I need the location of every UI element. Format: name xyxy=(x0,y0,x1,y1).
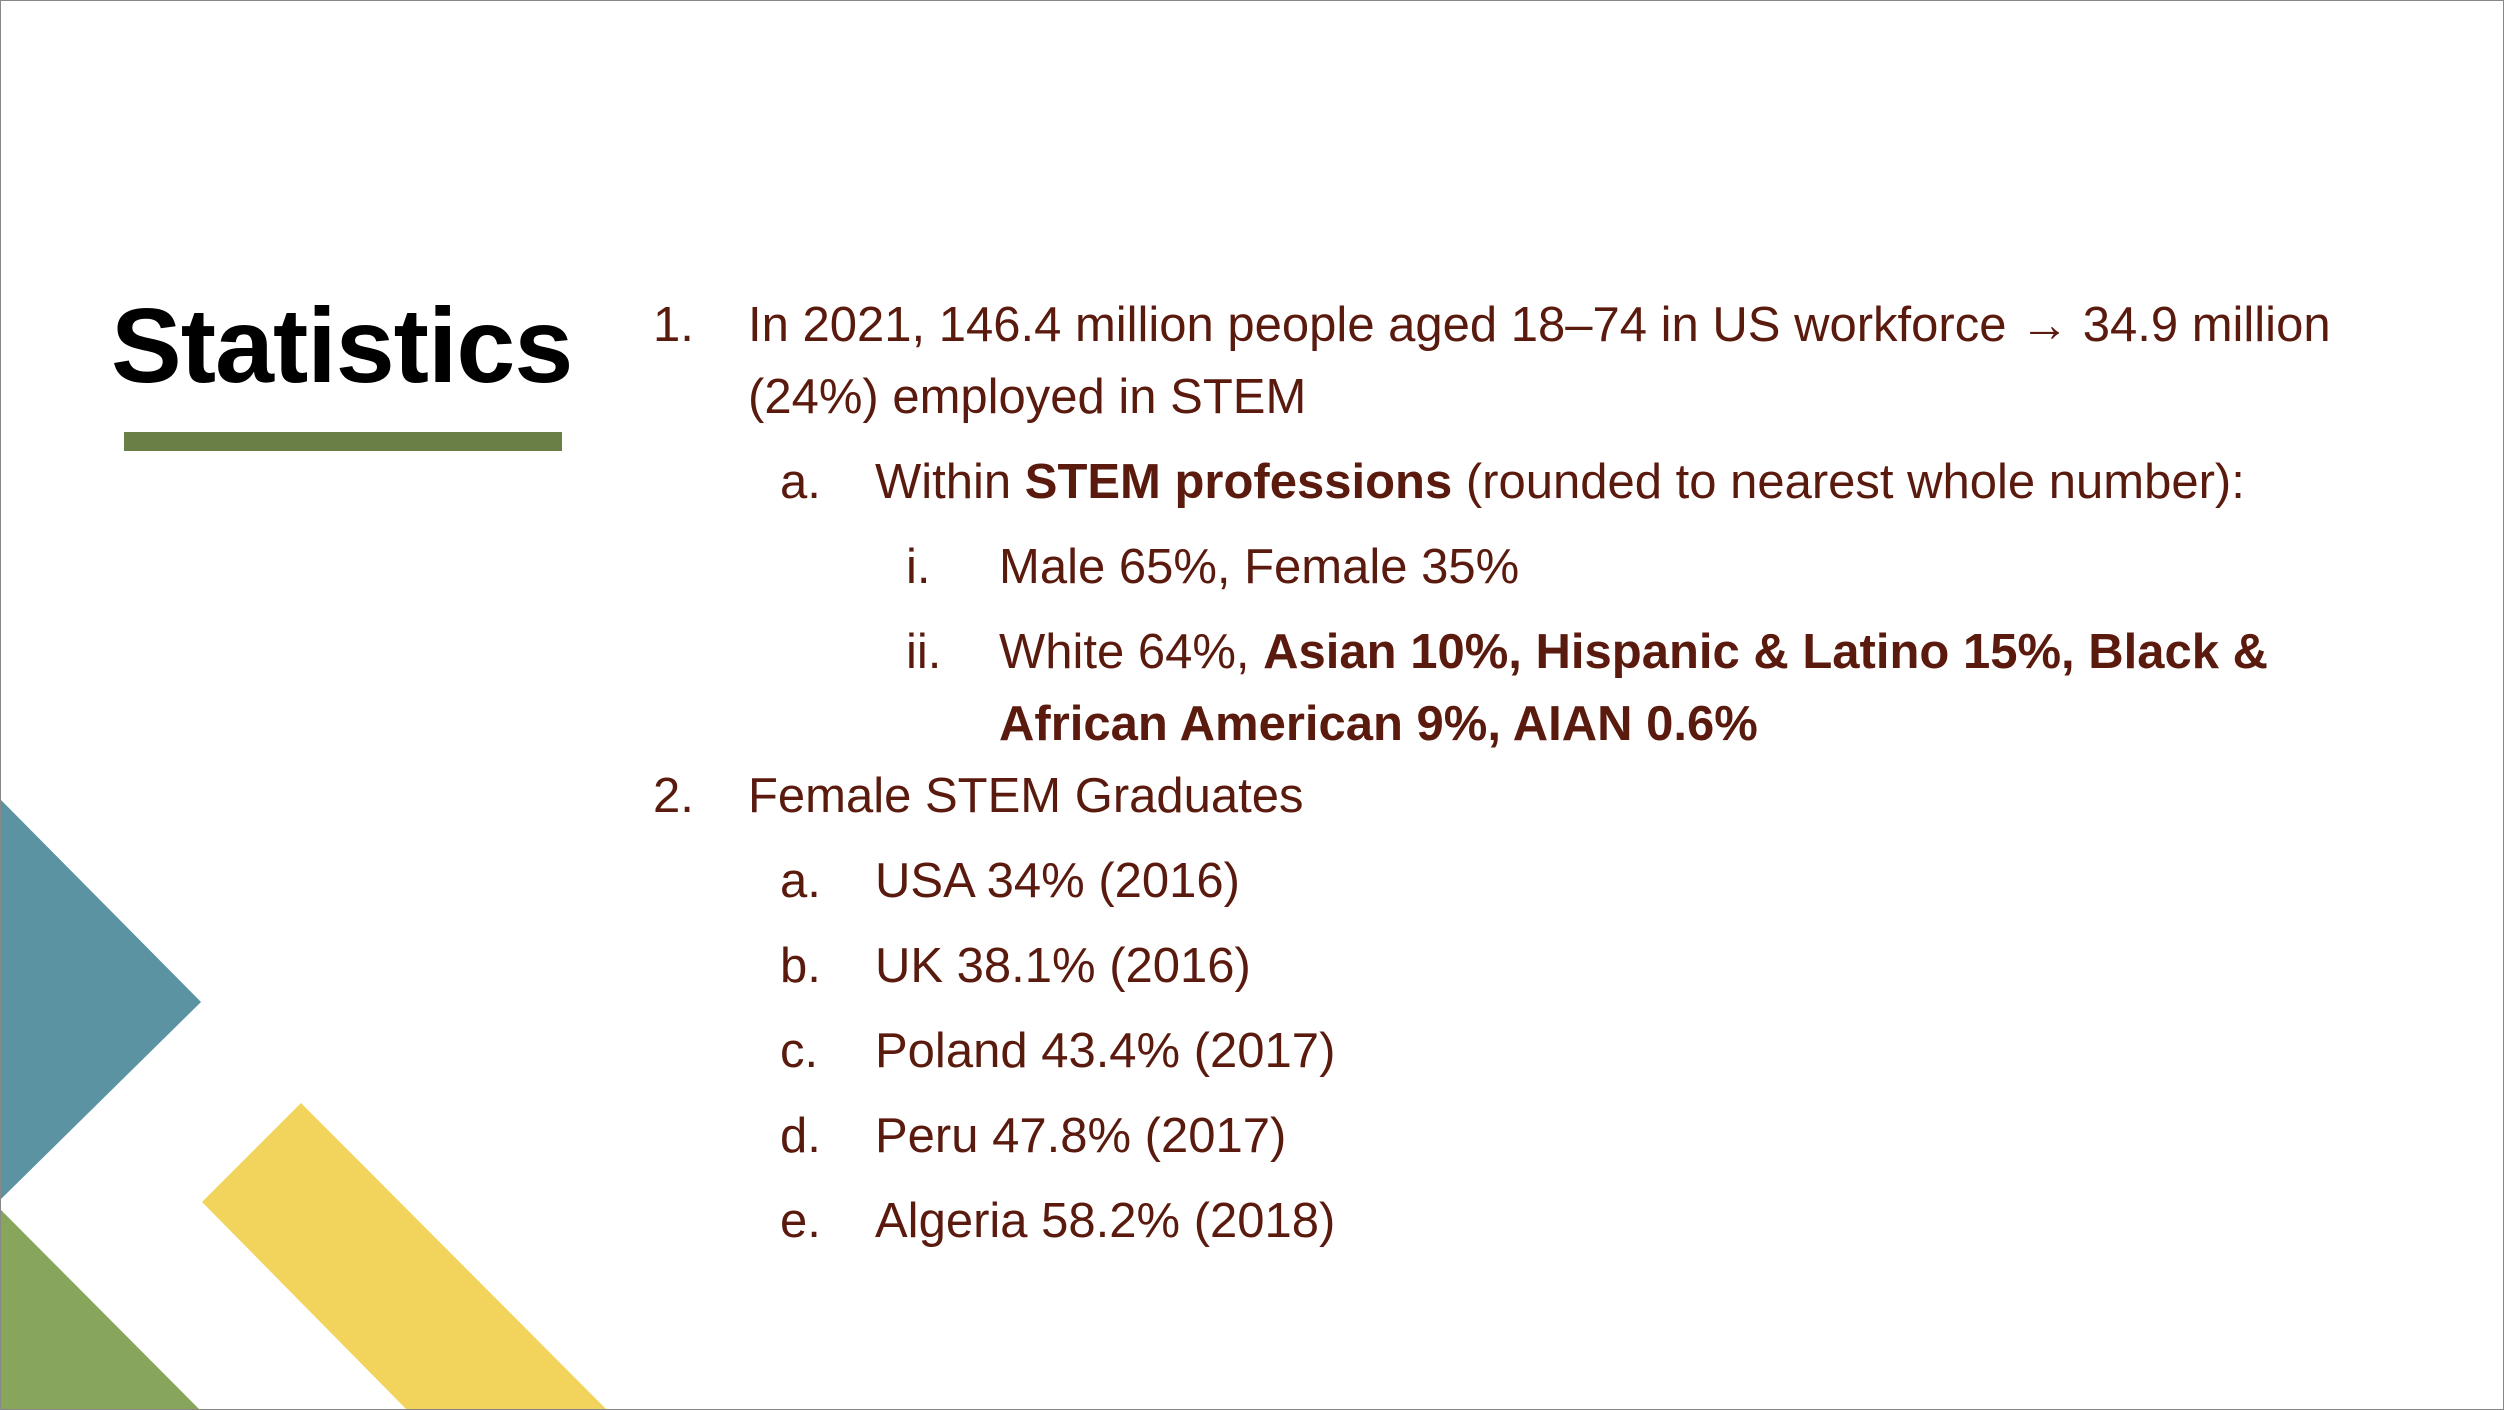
list-item: ii. White 64%, Asian 10%, Hispanic & Lati… xyxy=(906,616,2413,760)
item-text: Male 65%, Female 35% xyxy=(999,531,2413,603)
list-marker: 2. xyxy=(653,769,694,823)
text-run: Male 65%, Female 35% xyxy=(999,540,1520,594)
sub-list: i. Male 65%, Female 35% ii. White 64%, Asia… xyxy=(906,531,2413,760)
item-text: UK 38.1% (2016) xyxy=(875,930,2413,1002)
bold-text: Asian 10%, Hispanic & Latino 15%, Black … xyxy=(999,625,2269,751)
yellow-shape xyxy=(202,1103,607,1409)
list-marker: i. xyxy=(906,540,931,594)
title: Statistics xyxy=(111,287,573,405)
sub-list: a. USA 34% (2016) b. UK 38.1% (2016) c. Polan… xyxy=(780,845,2413,1257)
list-item: 1. In 2021, 146.4 million people aged 18–… xyxy=(653,289,2413,433)
list-marker: b. xyxy=(780,939,821,993)
item-text: Peru 47.8% (2017) xyxy=(875,1100,2413,1172)
list-marker: 1. xyxy=(653,298,694,352)
list-marker: a. xyxy=(780,854,821,908)
title-underline xyxy=(124,432,562,451)
bullet-list: 1. In 2021, 146.4 million people aged 18–… xyxy=(653,289,2413,1257)
item-text: Female STEM Graduates xyxy=(748,760,2413,832)
item-text: Algeria 58.2% (2018) xyxy=(875,1185,2413,1257)
item-text: Poland 43.4% (2017) xyxy=(875,1015,2413,1087)
item-text: USA 34% (2016) xyxy=(875,845,2413,917)
item-text: In 2021, 146.4 million people aged 18–74… xyxy=(748,289,2413,433)
list-item: 2. Female STEM Graduates xyxy=(653,760,2413,832)
list-item: a. Within STEM professions (rounded to ne… xyxy=(780,446,2413,518)
text-run: USA 34% (2016) xyxy=(875,854,1240,908)
text-run: UK 38.1% (2016) xyxy=(875,939,1251,993)
teal-shape xyxy=(1,800,201,1199)
text-run: (rounded to nearest whole number): xyxy=(1452,455,2245,509)
sub-list: a. Within STEM professions (rounded to ne… xyxy=(780,446,2413,760)
list-item: d. Peru 47.8% (2017) xyxy=(780,1100,2413,1172)
text-run: Female STEM Graduates xyxy=(748,769,1304,823)
text-run: Poland 43.4% (2017) xyxy=(875,1024,1336,1078)
list-marker: a. xyxy=(780,455,821,509)
green-shape xyxy=(1,1210,200,1409)
text-run: Algeria 58.2% (2018) xyxy=(875,1194,1336,1248)
list-item: a. USA 34% (2016) xyxy=(780,845,2413,917)
list-marker: ii. xyxy=(906,625,942,679)
list-marker: c. xyxy=(780,1024,819,1078)
list-marker: e. xyxy=(780,1194,821,1248)
text-run: Within xyxy=(875,455,1025,509)
text-run: In 2021, 146.4 million people aged 18–74… xyxy=(748,298,2331,424)
list-item: i. Male 65%, Female 35% xyxy=(906,531,2413,603)
text-run: White 64%, xyxy=(999,625,1264,679)
list-item: b. UK 38.1% (2016) xyxy=(780,930,2413,1002)
list-item: c. Poland 43.4% (2017) xyxy=(780,1015,2413,1087)
bold-text: STEM professions xyxy=(1024,455,1453,509)
item-text: White 64%, Asian 10%, Hispanic & Latino … xyxy=(999,616,2413,760)
list-marker: d. xyxy=(780,1109,821,1163)
item-text: Within STEM professions (rounded to near… xyxy=(875,446,2413,518)
list-item: e. Algeria 58.2% (2018) xyxy=(780,1185,2413,1257)
text-run: Peru 47.8% (2017) xyxy=(875,1109,1287,1163)
